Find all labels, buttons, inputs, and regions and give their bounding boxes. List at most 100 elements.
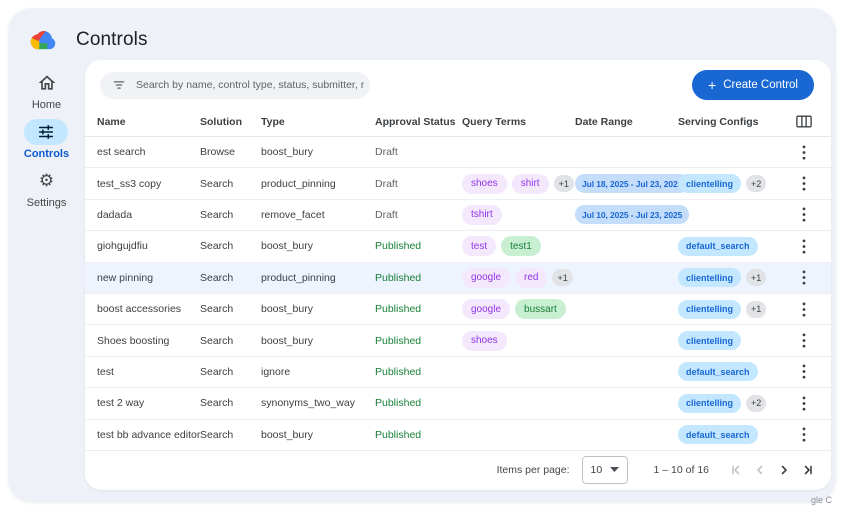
search-input[interactable] [134,78,366,92]
cell-name: boost accessories [97,303,182,316]
page-size-select[interactable]: 10 [581,455,628,484]
serving-extra-count-badge: +2 [746,394,767,412]
tune-icon [39,124,54,140]
cell-serving-configs: clientelling [678,331,793,351]
serving-config-pill: clientelling [678,174,742,194]
cell-query-terms: tshirt [462,204,575,225]
row-menu-button[interactable] [795,362,813,382]
cell-name: new pinning [97,271,154,284]
plus-icon: + [708,77,717,93]
app-header: Controls [8,8,836,59]
sidebar-item-home[interactable]: Home [25,70,69,111]
cell-approval-status: Published [375,271,422,284]
kebab-vertical-icon [802,427,806,442]
search-field[interactable] [100,71,370,99]
create-control-button[interactable]: + Create Control [692,70,814,100]
cell-name: test 2 way [97,397,145,410]
serving-config-pill: default_search [678,236,758,256]
first-page-button[interactable] [727,461,745,479]
cell-type: boost_bury [261,303,313,316]
row-menu-button[interactable] [795,236,813,256]
kebab-vertical-icon [802,176,806,191]
query-term-pill: shirt [511,173,549,194]
row-menu-button[interactable] [795,205,813,225]
sidebar-item-label: Home [31,99,62,111]
cell-approval-status: Draft [375,208,398,221]
table-row[interactable]: Shoes boosting Search boost_bury Publish… [85,325,831,357]
query-term-pill: google [462,299,511,320]
query-extra-count-badge: +1 [553,175,574,193]
column-header-query-terms: Query Terms [462,115,526,128]
kebab-vertical-icon [802,333,806,348]
kebab-vertical-icon [802,364,806,379]
kebab-vertical-icon [802,145,806,160]
serving-config-pill: default_search [678,362,758,382]
page-title: Controls [76,29,148,50]
query-extra-count-badge: +1 [552,269,573,287]
table-row[interactable]: test_ss3 copy Search product_pinning Dra… [85,168,831,200]
cell-type: boost_bury [261,240,313,253]
sidebar-item-label: Settings [26,197,67,209]
sidebar-item-settings[interactable]: ⚙ Settings [25,168,69,209]
filter-list-icon [113,81,125,89]
cell-name: test [97,365,114,378]
cell-actions [793,142,831,162]
row-menu-button[interactable] [795,331,813,351]
query-term-pill: test [462,236,497,257]
cell-serving-configs: clientelling +1 [678,268,793,288]
column-picker-button[interactable] [793,112,815,132]
gear-icon: ⚙ [38,170,55,191]
table-row[interactable]: new pinning Search product_pinning Publi… [85,262,831,294]
cell-query-terms: shoes shirt +1 [462,173,575,194]
home-icon [38,75,55,90]
serving-config-pill: clientelling [678,331,742,351]
cell-serving-configs: clientelling +1 [678,299,793,319]
row-menu-button[interactable] [795,393,813,413]
serving-config-pill: clientelling [678,268,742,288]
table-row[interactable]: boost accessories Search boost_bury Publ… [85,294,831,326]
table-row[interactable]: test 2 way Search synonyms_two_way Publi… [85,388,831,420]
sidebar-item-controls[interactable]: Controls [24,119,69,160]
cell-approval-status: Published [375,397,422,410]
next-page-button[interactable] [775,461,793,479]
cell-actions [793,425,831,445]
cell-name: dadada [97,208,133,221]
last-page-button[interactable] [799,461,817,479]
table-row[interactable]: est search Browse boost_bury Draft [85,137,831,169]
row-menu-button[interactable] [795,142,813,162]
serving-extra-count-badge: +2 [746,175,767,193]
date-range-pill: Jul 18, 2025 - Jul 23, 2025 [575,174,690,194]
column-header-date-range: Date Range [575,115,633,128]
table-row[interactable]: test Search ignore Published default_sea… [85,357,831,389]
cell-query-terms: google bussart [462,299,575,320]
app-card: Controls Home Controls [8,8,836,502]
cell-actions [793,174,831,194]
table-row[interactable]: giohgujdfiu Search boost_bury Published … [85,231,831,263]
table-row[interactable]: dadada Search remove_facet Draft tshirt … [85,200,831,232]
cell-query-terms: test test1 [462,236,575,257]
pagination-range: 1 – 10 of 16 [653,463,709,476]
serving-extra-count-badge: +1 [746,269,767,287]
cell-solution: Search [200,303,234,316]
serving-config-pill: default_search [678,425,758,445]
sidebar-item-label: Controls [23,148,70,160]
kebab-vertical-icon [802,396,806,411]
cell-solution: Search [200,428,234,441]
row-menu-button[interactable] [795,425,813,445]
kebab-vertical-icon [802,207,806,222]
table-row[interactable]: test bb advance editor Search boost_bury… [85,420,831,451]
serving-config-pill: clientelling [678,299,742,319]
previous-page-button[interactable] [751,461,769,479]
cell-name: test bb advance editor [97,428,201,441]
query-term-pill: shoes [462,330,507,351]
pagination: Items per page: 10 1 – 10 of 16 [85,451,831,489]
row-menu-button[interactable] [795,268,813,288]
row-menu-button[interactable] [795,299,813,319]
row-menu-button[interactable] [795,174,813,194]
cell-actions [793,393,831,413]
first-page-icon [732,465,740,475]
items-per-page-label: Items per page: [496,463,570,476]
cell-type: remove_facet [261,208,325,221]
cell-solution: Search [200,240,234,253]
next-page-icon [781,465,787,475]
